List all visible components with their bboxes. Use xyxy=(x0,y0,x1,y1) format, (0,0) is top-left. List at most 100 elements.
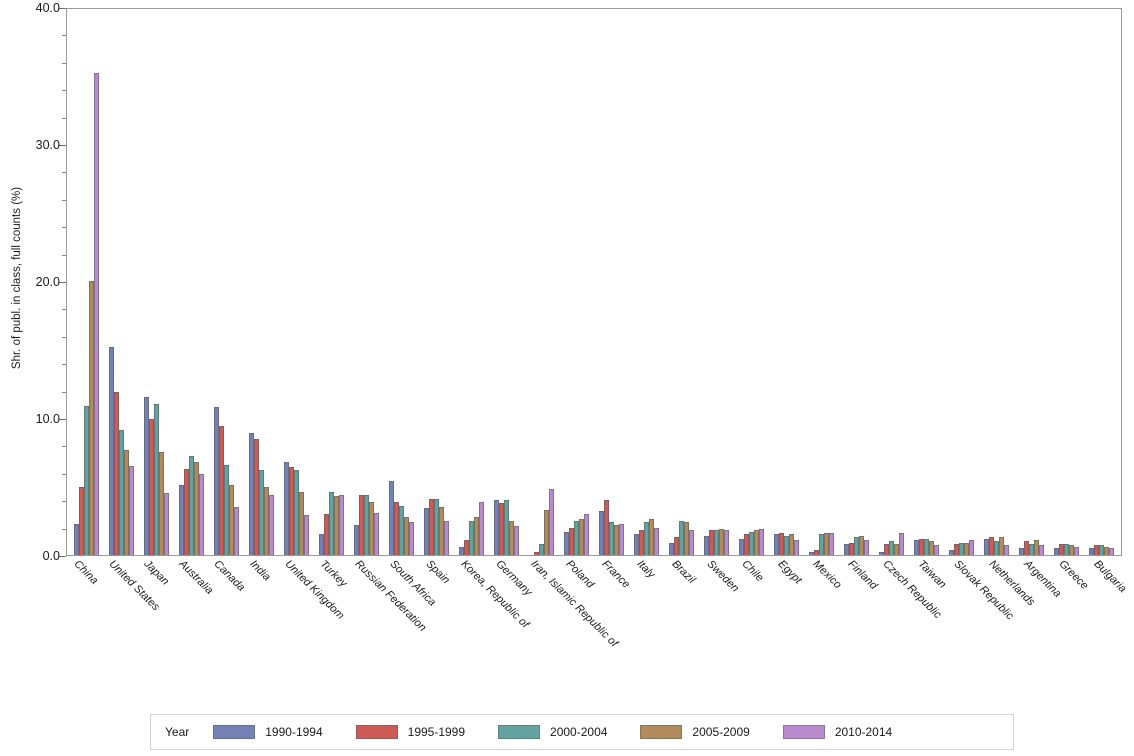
bar[interactable] xyxy=(363,494,369,555)
bar[interactable] xyxy=(848,542,854,555)
bar[interactable] xyxy=(439,507,445,555)
bar[interactable] xyxy=(318,534,324,555)
bar[interactable] xyxy=(283,461,289,555)
bar[interactable] xyxy=(563,531,569,555)
bar[interactable] xyxy=(813,549,819,555)
bar[interactable] xyxy=(409,522,415,555)
bar[interactable] xyxy=(713,530,719,555)
bar[interactable] xyxy=(1034,539,1040,555)
bar[interactable] xyxy=(223,464,229,555)
bar[interactable] xyxy=(1093,545,1099,555)
bar[interactable] xyxy=(234,507,240,555)
bar[interactable] xyxy=(328,491,334,555)
bar[interactable] xyxy=(929,541,935,555)
bar[interactable] xyxy=(913,539,919,555)
bar[interactable] xyxy=(633,534,639,555)
bar[interactable] xyxy=(1104,546,1110,555)
bar[interactable] xyxy=(398,505,404,555)
bar[interactable] xyxy=(444,520,450,555)
bar[interactable] xyxy=(374,512,380,555)
bar[interactable] xyxy=(619,523,625,555)
bar[interactable] xyxy=(253,438,259,555)
bar[interactable] xyxy=(159,452,165,555)
bar[interactable] xyxy=(643,522,649,555)
bar[interactable] xyxy=(794,539,800,555)
bar[interactable] xyxy=(164,493,170,555)
bar[interactable] xyxy=(818,534,824,555)
bar[interactable] xyxy=(334,496,340,555)
bar[interactable] xyxy=(218,426,224,555)
legend-item[interactable]: 2005-2009 xyxy=(640,725,750,739)
bar[interactable] xyxy=(183,468,189,555)
bar[interactable] xyxy=(479,501,485,555)
bar[interactable] xyxy=(958,542,964,555)
bar[interactable] xyxy=(638,530,644,555)
bar[interactable] xyxy=(1088,548,1094,555)
bar[interactable] xyxy=(573,520,579,555)
bar[interactable] xyxy=(1018,548,1024,555)
bar[interactable] xyxy=(883,544,889,555)
bar[interactable] xyxy=(549,489,555,555)
bar[interactable] xyxy=(743,534,749,555)
bar[interactable] xyxy=(888,541,894,555)
legend-item[interactable]: 2000-2004 xyxy=(498,725,607,739)
bar[interactable] xyxy=(1069,545,1075,555)
bar[interactable] xyxy=(509,520,515,555)
bar[interactable] xyxy=(544,509,550,555)
bar[interactable] xyxy=(264,486,270,555)
bar[interactable] xyxy=(199,474,205,555)
bar[interactable] xyxy=(73,523,79,555)
bar[interactable] xyxy=(339,494,345,555)
bar[interactable] xyxy=(993,541,999,555)
bar[interactable] xyxy=(1023,541,1029,555)
bar[interactable] xyxy=(899,533,905,555)
bar[interactable] xyxy=(113,391,119,555)
bar[interactable] xyxy=(1039,545,1045,555)
bar[interactable] xyxy=(934,545,940,555)
bar[interactable] xyxy=(614,524,620,555)
bar[interactable] xyxy=(94,72,100,555)
bar[interactable] xyxy=(353,524,359,555)
bar[interactable] xyxy=(178,485,184,555)
bar[interactable] xyxy=(304,515,310,555)
bar[interactable] xyxy=(514,526,520,555)
bar[interactable] xyxy=(708,530,714,555)
bar[interactable] xyxy=(778,533,784,555)
bar[interactable] xyxy=(533,552,539,555)
bar[interactable] xyxy=(608,522,614,555)
bar[interactable] xyxy=(258,470,264,555)
bar[interactable] xyxy=(78,486,84,555)
bar[interactable] xyxy=(188,456,194,555)
bar[interactable] xyxy=(738,538,744,555)
bar[interactable] xyxy=(923,538,929,555)
bar[interactable] xyxy=(129,465,135,555)
bar[interactable] xyxy=(118,430,124,555)
bar[interactable] xyxy=(759,528,765,555)
bar[interactable] xyxy=(673,537,679,555)
bar[interactable] xyxy=(404,516,410,555)
bar[interactable] xyxy=(229,485,235,555)
bar[interactable] xyxy=(649,519,655,555)
bar[interactable] xyxy=(783,535,789,555)
bar[interactable] xyxy=(678,520,684,555)
bar[interactable] xyxy=(703,535,709,555)
bar[interactable] xyxy=(358,494,364,555)
bar[interactable] xyxy=(829,533,835,555)
bar[interactable] xyxy=(393,501,399,555)
bar[interactable] xyxy=(323,513,329,555)
bar[interactable] xyxy=(808,552,814,555)
bar[interactable] xyxy=(773,534,779,555)
bar[interactable] xyxy=(864,539,870,555)
bar[interactable] xyxy=(598,511,604,555)
bar[interactable] xyxy=(288,467,294,555)
bar[interactable] xyxy=(754,530,760,555)
bar[interactable] xyxy=(1074,546,1080,555)
bar[interactable] xyxy=(124,449,130,555)
bar[interactable] xyxy=(428,498,434,555)
bar[interactable] xyxy=(603,500,609,555)
bar[interactable] xyxy=(853,537,859,555)
bar[interactable] xyxy=(143,397,149,555)
bar[interactable] xyxy=(299,491,305,555)
bar[interactable] xyxy=(584,513,590,555)
bar[interactable] xyxy=(684,522,690,555)
